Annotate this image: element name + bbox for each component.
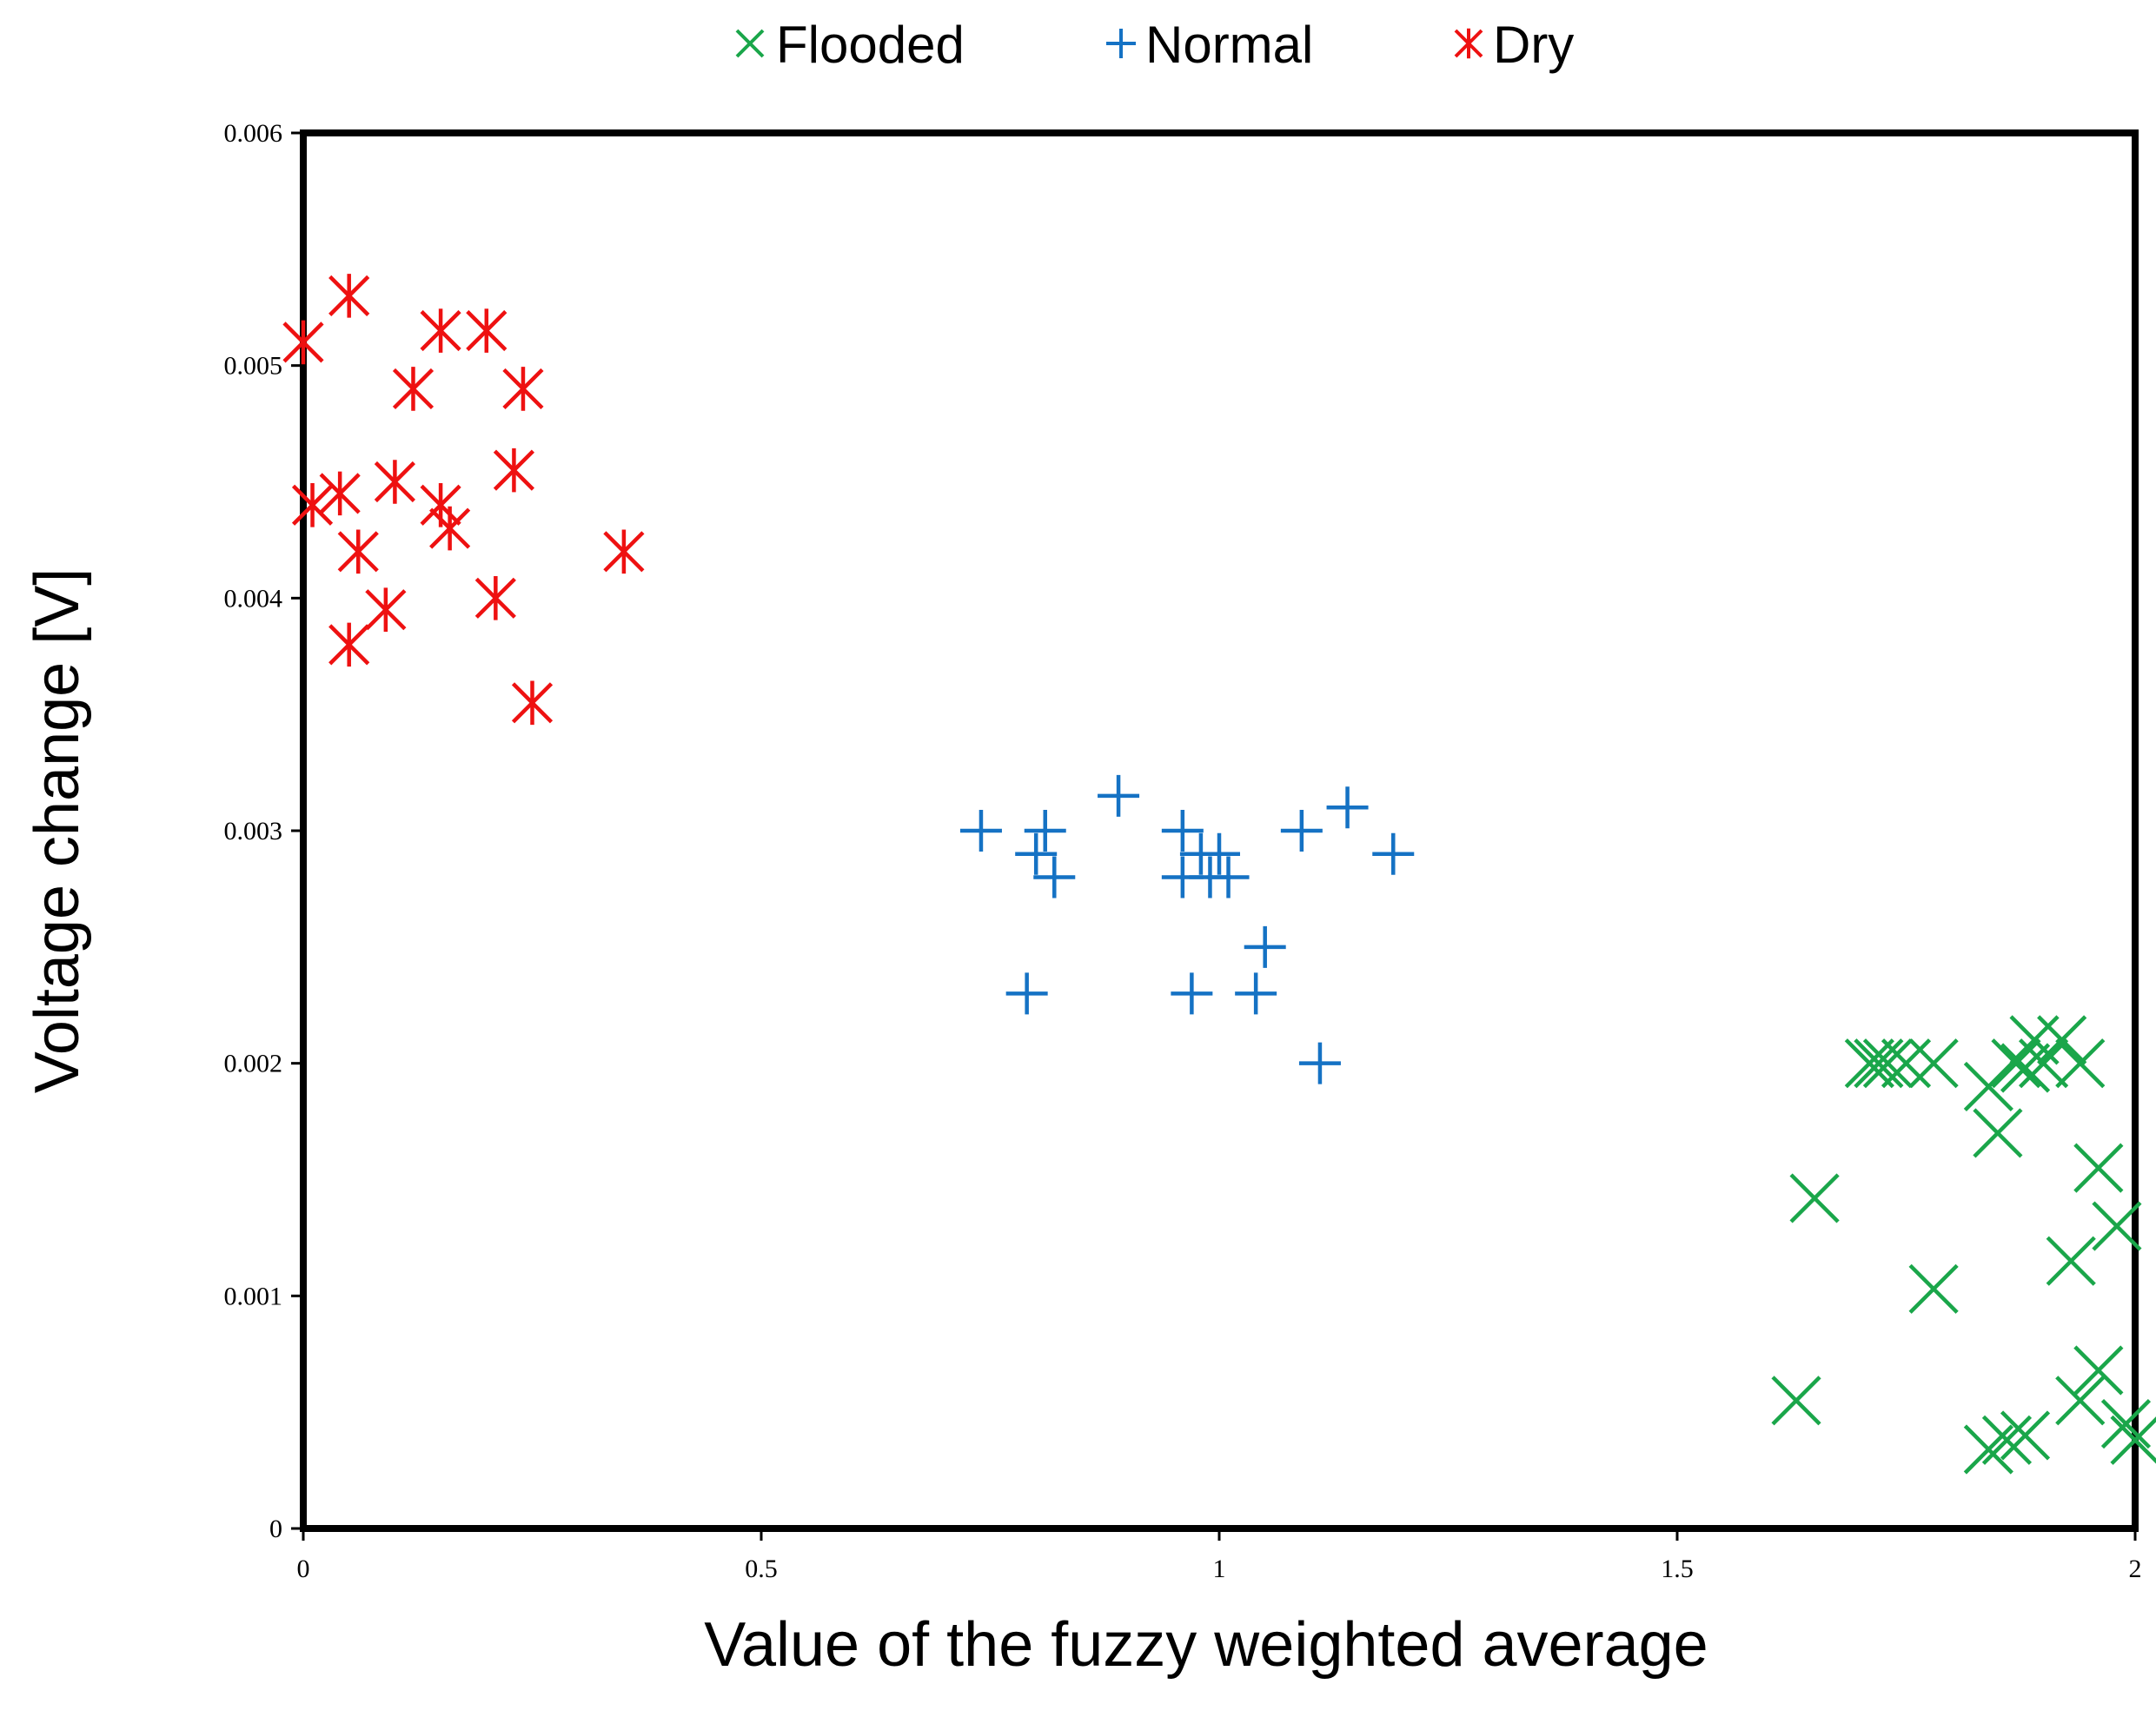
data-point-flooded — [1854, 1038, 1904, 1089]
data-point-dry — [328, 274, 370, 318]
data-point-normal — [1033, 856, 1076, 898]
plot-area-frame — [300, 129, 2139, 1532]
data-point-normal — [1326, 786, 1369, 829]
legend-label-flooded: Flooded — [776, 16, 965, 74]
data-series — [282, 274, 2156, 1475]
data-point-normal — [959, 810, 1002, 852]
legend-symbol-normal — [1106, 29, 1136, 58]
data-point-normal — [1298, 1042, 1341, 1084]
x-tick-label: 1 — [1213, 1555, 1226, 1583]
legend-marker-normal — [1106, 29, 1136, 58]
data-point-flooded — [1789, 1173, 1840, 1223]
legend-label-dry: Dry — [1493, 16, 1574, 74]
data-point-normal — [1098, 774, 1140, 817]
x-axis-title: Value of the fuzzy weighted average — [704, 1610, 1708, 1680]
data-point-flooded — [1963, 1424, 2013, 1475]
data-point-flooded — [1771, 1376, 1821, 1426]
x-tick-label: 1.5 — [1661, 1555, 1694, 1583]
data-point-flooded — [1908, 1263, 1959, 1314]
data-point-flooded — [1844, 1038, 1894, 1089]
data-point-flooded — [1981, 1415, 2033, 1465]
legend-symbol-flooded — [735, 29, 765, 58]
data-point-flooded — [2055, 1038, 2106, 1089]
x-tick-label: 0 — [297, 1555, 310, 1583]
data-point-normal — [1244, 925, 1286, 968]
y-axis-title: Voltage change [V] — [23, 568, 92, 1093]
data-point-flooded — [2092, 1201, 2142, 1251]
data-point-dry — [420, 308, 461, 353]
y-tick-label: 0.006 — [224, 119, 283, 148]
data-point-flooded — [2037, 1015, 2087, 1065]
data-point-normal — [1280, 810, 1323, 852]
data-point-normal — [1235, 972, 1277, 1015]
data-point-dry — [319, 471, 361, 516]
data-point-dry — [466, 308, 507, 353]
data-point-flooded — [2073, 1345, 2124, 1396]
data-point-flooded — [2110, 1415, 2156, 1465]
data-point-flooded — [2019, 1038, 2069, 1089]
legend-label-normal: Normal — [1145, 16, 1313, 74]
data-point-dry — [291, 482, 334, 527]
data-point-dry — [374, 460, 415, 504]
data-point-dry — [603, 529, 645, 574]
y-tick-label: 0.001 — [224, 1282, 283, 1310]
data-point-dry — [282, 320, 324, 365]
y-tick-label: 0.002 — [224, 1050, 283, 1078]
legend-marker-dry — [1454, 28, 1483, 59]
data-point-normal — [1024, 810, 1066, 852]
data-point-normal — [1198, 832, 1240, 875]
legend: Flooded Normal Dry — [735, 16, 1574, 74]
series-dry — [282, 274, 645, 726]
data-point-dry — [328, 622, 370, 667]
data-point-flooded — [2073, 1143, 2124, 1193]
data-point-flooded — [1963, 1061, 2013, 1112]
y-axis-ticks: 0 0.001 0.002 0.003 0.004 0.005 0.006 — [224, 119, 303, 1543]
legend-item-dry: Dry — [1454, 16, 1574, 74]
legend-item-flooded: Flooded — [735, 16, 965, 74]
data-point-flooded — [1862, 1038, 1914, 1089]
x-axis-ticks: 0 0.5 1 1.5 2 — [297, 1528, 2142, 1583]
data-point-dry — [392, 367, 435, 411]
data-point-flooded — [2000, 1410, 2051, 1461]
data-point-dry — [502, 367, 544, 411]
legend-symbol-dry — [1454, 28, 1483, 59]
data-point-flooded — [2046, 1236, 2096, 1286]
data-point-normal — [1171, 972, 1213, 1015]
data-point-flooded — [1881, 1038, 1932, 1089]
data-point-normal — [1372, 832, 1415, 875]
data-point-flooded — [2100, 1398, 2152, 1449]
x-tick-label: 2 — [2129, 1555, 2142, 1583]
series-flooded — [1771, 1015, 2156, 1475]
data-point-normal — [1207, 856, 1250, 898]
data-point-flooded — [1908, 1038, 1959, 1089]
y-tick-label: 0.004 — [224, 584, 283, 613]
data-point-flooded — [1991, 1038, 2041, 1089]
data-point-dry — [493, 448, 535, 493]
data-point-dry — [474, 576, 516, 620]
y-tick-label: 0 — [269, 1515, 282, 1543]
data-point-flooded — [2000, 1043, 2051, 1093]
legend-marker-flooded — [735, 29, 765, 58]
data-point-normal — [1015, 832, 1058, 875]
data-point-dry — [337, 529, 379, 574]
data-point-normal — [1161, 810, 1204, 852]
y-tick-label: 0.005 — [224, 352, 283, 381]
x-tick-label: 0.5 — [745, 1555, 778, 1583]
data-point-dry — [429, 506, 471, 551]
data-point-normal — [1005, 972, 1048, 1015]
data-point-dry — [365, 587, 407, 633]
legend-item-normal: Normal — [1106, 16, 1313, 74]
data-point-flooded — [2055, 1376, 2106, 1426]
data-point-flooded — [1973, 1108, 2023, 1158]
y-tick-label: 0.003 — [224, 817, 283, 845]
data-point-dry — [511, 680, 554, 726]
series-normal — [959, 774, 1415, 1084]
